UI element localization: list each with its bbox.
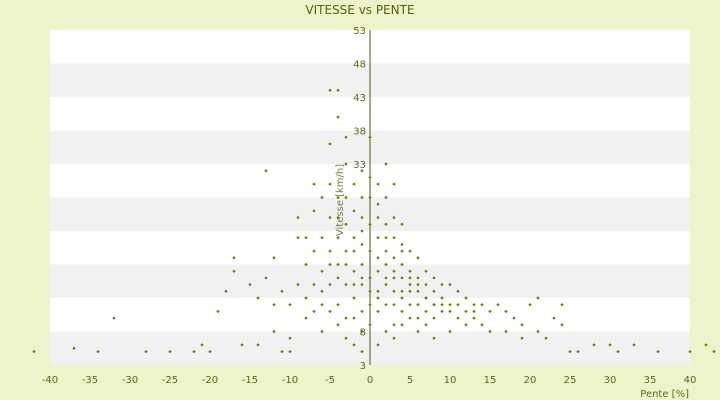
data-point	[232, 256, 236, 260]
data-point	[336, 115, 340, 119]
x-tick-label: 30	[604, 375, 617, 386]
data-point	[656, 349, 660, 354]
y-tick-label: 3	[360, 361, 366, 372]
x-tick-label: -30	[122, 375, 138, 386]
x-tick-label: 40	[684, 375, 697, 386]
data-point	[232, 269, 236, 273]
data-point	[208, 349, 212, 354]
x-tick-label: -5	[325, 375, 335, 386]
x-tick-label: -20	[202, 375, 218, 386]
data-point	[536, 329, 540, 334]
chart-title: VITESSE vs PENTE	[305, 3, 414, 17]
x-tick-label: -15	[242, 375, 258, 386]
data-point	[704, 343, 708, 347]
data-point	[32, 349, 36, 354]
data-point	[192, 349, 196, 354]
data-point	[688, 349, 692, 354]
data-point	[568, 349, 572, 354]
data-point	[512, 316, 516, 320]
y-axis-label: Vitesse [km/h]	[335, 164, 346, 236]
data-point	[616, 349, 620, 354]
y-tick-label: 48	[353, 60, 366, 71]
data-point	[560, 303, 564, 307]
data-point	[528, 303, 532, 307]
y-tick-label: 53	[353, 26, 366, 37]
data-point	[144, 349, 148, 354]
y-tick-label: 33	[353, 160, 366, 171]
data-point	[248, 282, 252, 287]
x-tick-label: 10	[444, 375, 457, 386]
data-point	[576, 349, 580, 354]
x-tick-label: 15	[484, 375, 497, 386]
data-point	[240, 343, 244, 347]
data-point	[216, 309, 220, 314]
x-axis-ticks: -40 -35 -30 -25 -20 -15 -10 -5 0 5 10 15 20 25 30 35 40	[42, 375, 697, 386]
x-tick-label: -40	[42, 375, 58, 386]
x-tick-label: 0	[367, 375, 373, 386]
y-tick-label: 8	[360, 328, 366, 339]
data-point	[712, 349, 716, 354]
data-point	[552, 316, 556, 320]
y-tick-label: 38	[353, 127, 366, 138]
x-tick-label: 25	[564, 375, 577, 386]
data-point	[200, 343, 204, 347]
x-tick-label: -10	[282, 375, 298, 386]
x-tick-label: -25	[162, 375, 178, 386]
x-tick-label: 5	[407, 375, 413, 386]
data-point	[520, 336, 524, 340]
x-axis-label: Pente [%]	[640, 389, 689, 400]
data-point	[168, 349, 172, 354]
data-point	[536, 296, 540, 300]
data-point	[224, 289, 228, 293]
data-point	[544, 336, 548, 340]
x-tick-label: -35	[82, 375, 98, 386]
x-tick-label: 20	[524, 375, 537, 386]
y-tick-label: 43	[353, 93, 366, 104]
x-tick-label: 35	[644, 375, 657, 386]
